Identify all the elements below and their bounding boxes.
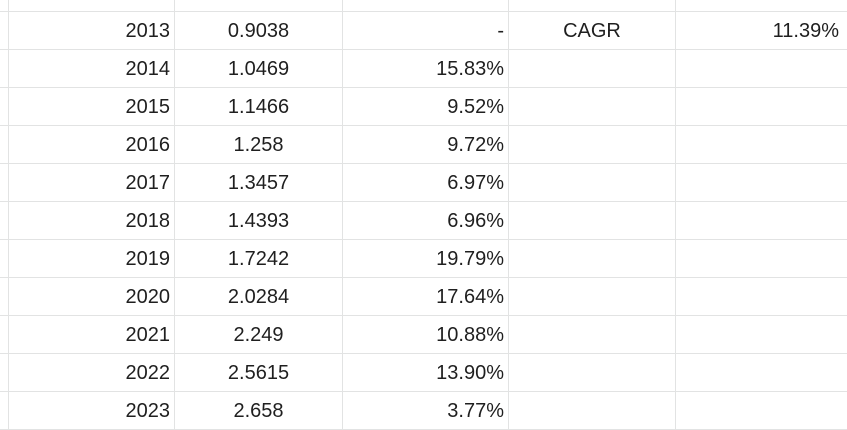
year-cell[interactable]: 2018 xyxy=(125,210,171,232)
label-value-cell[interactable] xyxy=(676,50,847,88)
growth-cell[interactable]: 10.88% xyxy=(436,324,504,346)
label-value-cell[interactable] xyxy=(676,278,847,316)
label-cell[interactable] xyxy=(509,50,675,88)
label-cell[interactable] xyxy=(509,354,675,392)
label-value-cell[interactable] xyxy=(676,126,847,164)
table-row: 2023 2.658 3.77% xyxy=(0,392,847,430)
value-cell[interactable]: 2.5615 xyxy=(227,362,290,384)
table-row: 2022 2.5615 13.90% xyxy=(0,354,847,392)
value-cell[interactable]: 2.658 xyxy=(233,400,284,422)
year-cell[interactable]: 2017 xyxy=(125,172,171,194)
year-cell[interactable]: 2021 xyxy=(125,324,171,346)
table-row: 2016 1.258 9.72% xyxy=(0,126,847,164)
label-cell[interactable] xyxy=(509,202,675,240)
value-cell[interactable]: 2.249 xyxy=(233,324,284,346)
label-cell[interactable] xyxy=(509,164,675,202)
label-value-cell[interactable] xyxy=(676,240,847,278)
year-cell[interactable]: 2023 xyxy=(125,400,171,422)
label-cell[interactable]: CAGR xyxy=(563,20,621,42)
growth-cell[interactable]: 13.90% xyxy=(436,362,504,384)
value-cell[interactable]: 1.3457 xyxy=(227,172,290,194)
label-value-cell[interactable] xyxy=(676,316,847,354)
year-cell[interactable]: 2019 xyxy=(125,248,171,270)
year-cell[interactable]: 2013 xyxy=(125,20,171,42)
value-cell[interactable]: 1.4393 xyxy=(227,210,290,232)
growth-cell[interactable]: 9.52% xyxy=(447,96,504,118)
value-cell[interactable]: 2.0284 xyxy=(227,286,290,308)
label-value-cell[interactable] xyxy=(676,392,847,430)
label-value-cell[interactable] xyxy=(676,202,847,240)
value-cell[interactable]: 0.9038 xyxy=(227,20,290,42)
table-row: 2020 2.0284 17.64% xyxy=(0,278,847,316)
label-value-cell[interactable] xyxy=(676,88,847,126)
year-cell[interactable]: 2016 xyxy=(125,134,171,156)
growth-cell[interactable]: 15.83% xyxy=(436,58,504,80)
growth-cell[interactable]: - xyxy=(497,20,504,42)
table-row: 2018 1.4393 6.96% xyxy=(0,202,847,240)
value-cell[interactable]: 1.7242 xyxy=(227,248,290,270)
year-cell[interactable]: 2022 xyxy=(125,362,171,384)
growth-cell[interactable]: 6.96% xyxy=(447,210,504,232)
year-cell[interactable]: 2014 xyxy=(125,58,171,80)
label-value-cell[interactable] xyxy=(676,164,847,202)
value-cell[interactable]: 1.258 xyxy=(233,134,284,156)
table-row: 2014 1.0469 15.83% xyxy=(0,50,847,88)
label-value-cell[interactable] xyxy=(676,354,847,392)
label-cell[interactable] xyxy=(509,126,675,164)
value-cell[interactable]: 1.0469 xyxy=(227,58,290,80)
year-cell[interactable]: 2015 xyxy=(125,96,171,118)
table-row: 2017 1.3457 6.97% xyxy=(0,164,847,202)
value-cell[interactable]: 1.1466 xyxy=(227,96,290,118)
growth-cell[interactable]: 17.64% xyxy=(436,286,504,308)
table-row: 2019 1.7242 19.79% xyxy=(0,240,847,278)
growth-cell[interactable]: 3.77% xyxy=(447,400,504,422)
label-value-cell[interactable]: 11.39% xyxy=(772,20,839,42)
table-row: 2015 1.1466 9.52% xyxy=(0,88,847,126)
growth-cell[interactable]: 9.72% xyxy=(447,134,504,156)
label-cell[interactable] xyxy=(509,240,675,278)
label-cell[interactable] xyxy=(509,88,675,126)
table-row: 2021 2.249 10.88% xyxy=(0,316,847,354)
label-cell[interactable] xyxy=(509,278,675,316)
year-cell[interactable]: 2020 xyxy=(125,286,171,308)
label-cell[interactable] xyxy=(509,392,675,430)
growth-cell[interactable]: 6.97% xyxy=(447,172,504,194)
growth-cell[interactable]: 19.79% xyxy=(436,248,504,270)
table-row: 2013 0.9038 - CAGR 11.39% xyxy=(0,12,847,50)
label-cell[interactable] xyxy=(509,316,675,354)
